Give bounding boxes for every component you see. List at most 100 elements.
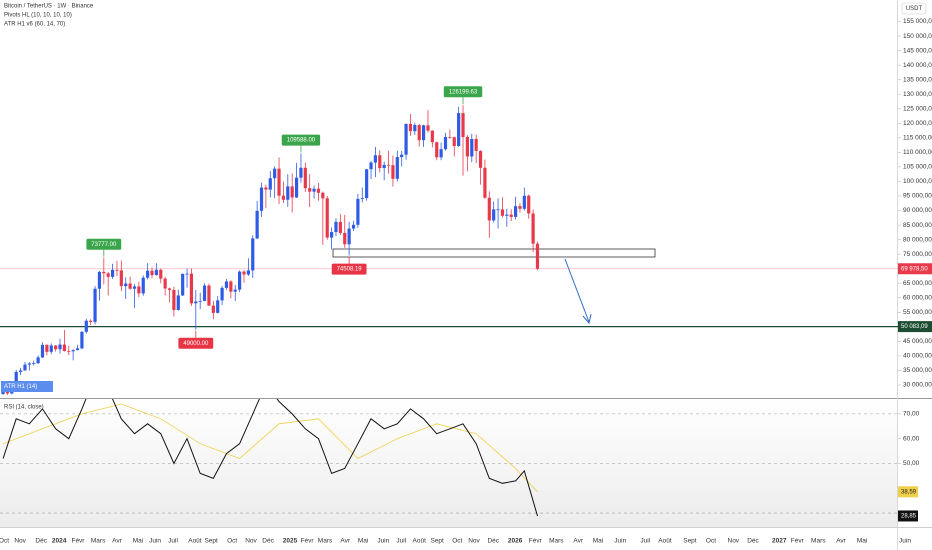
- x-tick-label: Juil: [640, 538, 650, 545]
- x-tick-label: Août: [413, 538, 427, 545]
- candle-body: [470, 138, 474, 157]
- pivot-label: 49000.00: [183, 341, 209, 347]
- x-tick-label: Déc: [262, 538, 274, 545]
- candle-body: [334, 221, 338, 233]
- x-tick-label: Juin: [149, 538, 161, 545]
- rsi-y-tick-label: 70,00: [903, 411, 920, 418]
- pivot-box: [178, 337, 214, 349]
- x-tick-label: Mai: [593, 538, 603, 545]
- y-tick-label: 95 000,00: [903, 193, 932, 200]
- candle-body: [496, 209, 500, 211]
- candle-body: [67, 350, 71, 352]
- x-tick-label: Avr: [836, 538, 846, 545]
- candle-body: [343, 232, 347, 245]
- candle-body: [229, 281, 233, 292]
- candle-body: [290, 186, 294, 198]
- candle-body: [198, 300, 202, 302]
- candle-body: [216, 300, 220, 313]
- candle-body: [233, 289, 237, 292]
- candle-body: [119, 270, 123, 287]
- candle-body: [373, 155, 378, 163]
- candle-body: [106, 273, 110, 277]
- x-tick-label: Févr: [791, 538, 805, 545]
- x-tick-label: Nov: [14, 538, 26, 545]
- candle-body: [356, 198, 360, 225]
- x-tick-label: 2027: [772, 538, 787, 545]
- candle-body: [478, 150, 483, 168]
- candle-body: [452, 137, 456, 146]
- candle-body: [417, 125, 421, 141]
- candle-body: [58, 344, 62, 350]
- candle-body: [474, 138, 478, 151]
- candle-body: [97, 271, 102, 289]
- candle-body: [220, 287, 224, 301]
- y-tick-label: 80 000,00: [903, 236, 932, 243]
- currency: USDT: [906, 6, 923, 12]
- candle-body: [439, 149, 443, 158]
- candle-body: [426, 125, 430, 131]
- candle-body: [351, 224, 356, 229]
- rsi-background: [0, 399, 898, 527]
- x-tick-label: 2024: [52, 538, 67, 545]
- x-tick-label: Juil: [168, 538, 178, 545]
- candle-body: [102, 271, 106, 274]
- candle-body: [308, 188, 312, 192]
- candle-body: [71, 350, 75, 352]
- y-tick-label: 120 000,00: [903, 120, 932, 127]
- candle-body: [124, 283, 128, 287]
- rsi-line: [2, 399, 538, 517]
- x-tick-label: Avr: [112, 538, 122, 545]
- y-tick-label: 85 000,00: [903, 222, 932, 229]
- candle-body: [181, 273, 185, 296]
- candle-body: [391, 165, 395, 179]
- rsi-y-tick-label: 50,00: [903, 460, 920, 467]
- candle-body: [49, 345, 53, 352]
- y-tick-label: 130 000,00: [903, 91, 932, 98]
- candle-body: [167, 288, 172, 290]
- pivot-box: [86, 238, 122, 250]
- y-tick-label: 75 000,00: [903, 251, 932, 258]
- x-tick-label: Févr: [71, 538, 85, 545]
- x-tick-label: 2025: [283, 538, 298, 545]
- candle-body: [483, 167, 487, 198]
- y-tick-label: 35 000,00: [903, 367, 932, 374]
- pivot-box: [281, 134, 321, 146]
- y-tick-label: 110 000,00: [903, 149, 932, 156]
- candle-body: [211, 305, 215, 313]
- candle-body: [268, 178, 272, 190]
- candle-body: [84, 320, 88, 332]
- y-tick-label: 45 000,00: [903, 338, 932, 345]
- x-tick-label: Oct: [452, 538, 462, 545]
- candle-body: [54, 345, 58, 350]
- level-line-label: 50 083,09: [901, 324, 928, 330]
- y-tick-label: 105 000,00: [903, 164, 932, 171]
- candle-body: [382, 164, 386, 169]
- indicator-label: Pivots HL (10, 10, 10, 10): [4, 13, 72, 19]
- candle-body: [242, 271, 246, 275]
- x-tick-label: Févr: [301, 538, 315, 545]
- candle-body: [189, 273, 194, 304]
- candle-body: [251, 238, 255, 271]
- x-tick-label: Nov: [728, 538, 740, 545]
- candle-body: [465, 136, 469, 157]
- price-line-label: 69 978,50: [901, 266, 928, 272]
- x-tick-label: Févr: [529, 538, 543, 545]
- y-tick-label: 145 000,00: [903, 47, 932, 54]
- pivot-box: [331, 263, 367, 275]
- candle-body: [360, 198, 364, 199]
- legend: Bitcoin / TetherUS · 1W · Binance Pivots…: [1, 2, 927, 411]
- candle-body: [14, 371, 18, 386]
- chart-title: Bitcoin / TetherUS · 1W · Binance: [4, 4, 94, 10]
- y-tick-label: 125 000,00: [903, 105, 932, 112]
- candle-body: [202, 285, 207, 301]
- candle-body: [461, 113, 465, 137]
- price-line-badge: [898, 263, 932, 275]
- y-tick-label: 135 000,00: [903, 76, 932, 83]
- pivot-label: 109588.00: [287, 138, 316, 144]
- x-tick-label: Juin: [899, 538, 911, 545]
- atr-badge: [1, 381, 53, 392]
- candle-body: [518, 206, 522, 209]
- x-tick-label: Mars: [318, 538, 333, 545]
